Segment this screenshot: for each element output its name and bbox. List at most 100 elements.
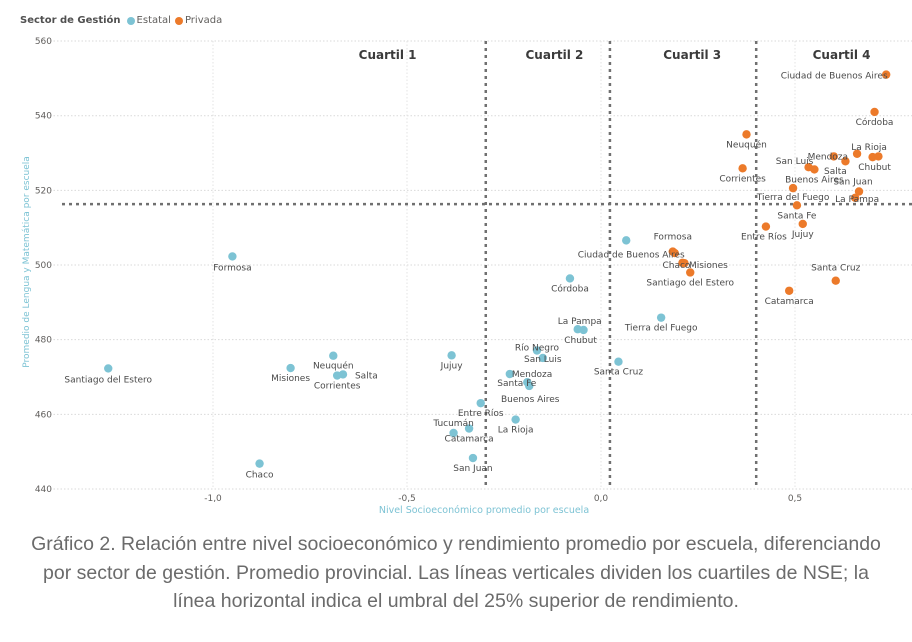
point-privada[interactable]: [874, 152, 883, 161]
quartile-label: Cuartil 4: [813, 48, 871, 62]
x-tick-labels: -1,0 -0,5 0,0 0,5: [204, 494, 802, 504]
legend-item-privada[interactable]: Privada: [174, 15, 223, 26]
point-estatal[interactable]: [614, 357, 623, 366]
point-label: Córdoba: [551, 283, 589, 294]
point-label: Salta: [355, 371, 378, 381]
y-tick-label: 520: [35, 186, 52, 196]
point-label: La Pampa: [835, 195, 879, 205]
point-estatal[interactable]: [255, 459, 264, 468]
point-label: Corrientes: [314, 382, 361, 392]
point-privada[interactable]: [831, 276, 840, 285]
point-privada[interactable]: [854, 187, 864, 196]
point-estatal[interactable]: [505, 369, 515, 379]
legend-dot-privada: [174, 16, 183, 25]
point-estatal[interactable]: [449, 428, 458, 438]
point-label: Chaco: [246, 471, 274, 481]
point-privada[interactable]: [738, 164, 747, 173]
point-privada[interactable]: [810, 165, 819, 174]
point-label: San Juan: [833, 177, 872, 187]
point-label: La Rioja: [851, 143, 887, 153]
point-privada[interactable]: [829, 152, 838, 161]
point-label: Tucumán: [432, 419, 473, 429]
x-tick-label: 0,0: [594, 494, 609, 504]
x-tick-label: 0,5: [788, 494, 802, 504]
quartile-label: Cuartil 3: [663, 48, 721, 62]
point-label: Formosa: [213, 263, 251, 273]
point-estatal[interactable]: [338, 370, 348, 379]
point-estatal[interactable]: [476, 398, 485, 408]
point-label: Neuquén: [726, 139, 767, 150]
point-privada[interactable]: [850, 193, 860, 203]
point-privada[interactable]: [761, 222, 771, 231]
point-estatal[interactable]: [532, 346, 542, 355]
point-estatal[interactable]: [656, 313, 666, 322]
point-label: Ciudad de Buenos Aires: [578, 250, 685, 260]
x-axis-title: Nivel Socioeconómico promedio por escuel…: [379, 505, 589, 516]
point-privada[interactable]: [788, 183, 798, 193]
point-label: Santa Cruz: [594, 368, 644, 378]
point-privada[interactable]: [784, 286, 794, 295]
point-estatal[interactable]: [565, 274, 575, 283]
point-estatal[interactable]: [511, 415, 520, 424]
point-label: Río Negro: [515, 344, 560, 354]
legend: Sector de Gestión Estatal Privada: [20, 15, 222, 26]
point-estatal[interactable]: [464, 424, 474, 433]
point-privada[interactable]: [792, 201, 802, 210]
point-estatal[interactable]: [538, 353, 547, 363]
point-privada[interactable]: [798, 219, 807, 229]
point-privada[interactable]: [686, 268, 695, 277]
point-label: Formosa: [654, 233, 692, 243]
y-tick-label: 480: [35, 336, 52, 346]
point-label: Ciudad de Buenos Aires: [781, 72, 888, 82]
point-label: Santa Cruz: [811, 264, 861, 274]
point-label: San Luis: [776, 157, 814, 167]
point-label: Entre Ríos: [741, 233, 787, 243]
point-privada[interactable]: [680, 258, 689, 268]
point-label: Misiones: [689, 261, 728, 271]
grid: [50, 40, 912, 490]
point-estatal[interactable]: [622, 236, 631, 245]
point-estatal[interactable]: [104, 364, 113, 373]
quartile-label: Cuartil 1: [359, 48, 417, 62]
quartile-labels: Cuartil 1 Cuartil 2 Cuartil 3 Cuartil 4: [359, 48, 871, 62]
point-estatal[interactable]: [329, 351, 338, 360]
legend-label-privada: Privada: [184, 15, 223, 26]
point-label: Chubut: [858, 163, 891, 173]
point-label: Chubut: [564, 336, 597, 346]
point-estatal[interactable]: [228, 252, 237, 261]
legend-item-estatal[interactable]: Estatal: [126, 15, 171, 26]
point-estatal[interactable]: [286, 363, 295, 373]
point-estatal[interactable]: [579, 325, 588, 335]
point-label: Jujuy: [440, 361, 464, 371]
point-estatal[interactable]: [447, 351, 456, 360]
point-label: Buenos Aires: [501, 395, 560, 405]
point-label: Neuquén: [313, 361, 354, 372]
point-label: Santa Fe: [777, 211, 817, 221]
point-privada[interactable]: [852, 149, 862, 158]
legend-dot-estatal: [126, 16, 135, 25]
point-label: Santiago del Estero: [646, 278, 734, 288]
point-label: Chaco: [662, 261, 690, 271]
point-privada[interactable]: [870, 107, 879, 117]
point-privada[interactable]: [670, 248, 679, 258]
reference-lines: [62, 41, 912, 489]
point-label: Mendoza: [808, 152, 848, 162]
y-tick-label: 460: [35, 410, 52, 420]
x-tick-label: -1,0: [204, 494, 222, 504]
point-privada[interactable]: [841, 157, 850, 166]
point-label: Buenos Aires: [785, 175, 844, 185]
y-tick-label: 560: [35, 37, 52, 47]
point-label: Misiones: [271, 374, 310, 384]
point-label: Santiago del Estero: [64, 375, 152, 385]
point-privada[interactable]: [881, 70, 891, 79]
point-label: Catamarca: [765, 297, 814, 307]
point-privada[interactable]: [742, 130, 751, 139]
point-label: Corrientes: [719, 174, 766, 184]
point-label: Tierra del Fuego: [624, 324, 698, 334]
legend-label-estatal: Estatal: [136, 15, 171, 26]
point-estatal[interactable]: [468, 453, 478, 463]
point-label: Salta: [824, 167, 847, 177]
point-label: Catamarca: [445, 435, 494, 445]
point-estatal[interactable]: [525, 381, 534, 391]
